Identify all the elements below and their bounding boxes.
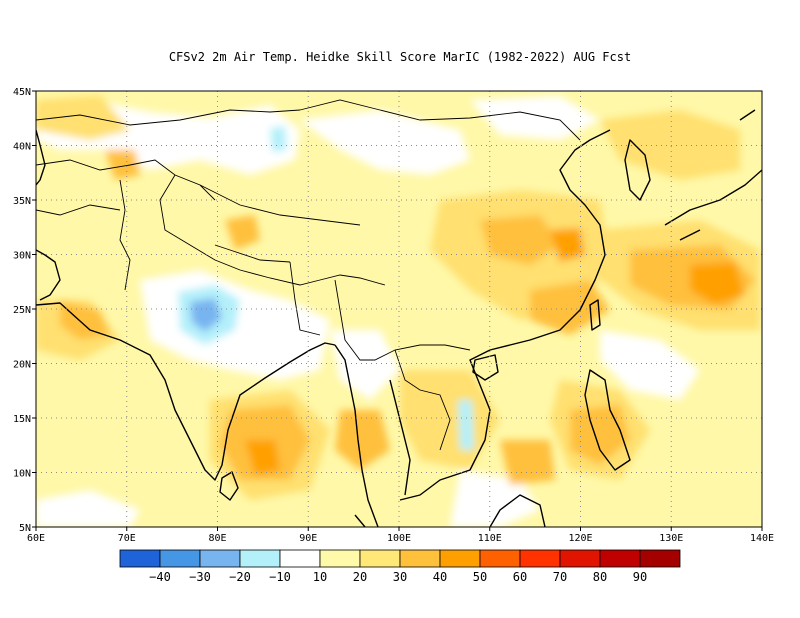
philippines (584, 369, 631, 471)
colorbar-label: 80 (593, 570, 607, 584)
colorbar-swatch (519, 549, 561, 568)
lon-tick-label: 100E (387, 533, 411, 544)
yellow-patch-japan (600, 110, 740, 180)
borneo (489, 494, 546, 527)
indochina-coast (399, 349, 491, 501)
colorbar-swatch (119, 549, 161, 568)
burma-coast (334, 344, 379, 527)
lat-tick-label: 10N (13, 469, 31, 480)
colorbar-swatch (479, 549, 521, 568)
white-patch-mongolia (470, 96, 600, 140)
deep-orange-patch-china (550, 228, 585, 262)
lat-tick-label: 20N (13, 360, 31, 371)
taiwan (589, 299, 601, 331)
colorbar-label: −40 (149, 570, 171, 584)
colorbar-swatch (199, 549, 241, 568)
orange-patch-sulawesi (500, 440, 555, 485)
colorbar-label: 90 (633, 570, 647, 584)
colorbar-swatch (439, 549, 481, 568)
coastlines (36, 109, 762, 527)
colorbar-swatch (159, 549, 201, 568)
orange-patch-nepal (225, 215, 260, 250)
orange-patch-afghan (105, 150, 140, 180)
latitude-ticks: 5N 10N 15N 20N 25N 30N 35N 40N 45N (13, 87, 36, 534)
india-coastline (36, 302, 336, 481)
colorbar: −40 −30 −20 −10 10 20 30 40 50 60 70 80 90 (119, 549, 681, 584)
colorbar-swatch (319, 549, 361, 568)
colorbar-label: 10 (313, 570, 327, 584)
blue-patch-india (190, 298, 222, 332)
colorbar-label: 40 (433, 570, 447, 584)
colorbar-swatch (239, 549, 281, 568)
lon-tick-label: 130E (659, 533, 683, 544)
colorbar-label: 50 (473, 570, 487, 584)
gulf-of-thailand (389, 379, 411, 496)
map-title: CFSv2 2m Air Temp. Heidke Skill Score Ma… (168, 50, 632, 64)
lon-tick-label: 80E (208, 533, 226, 544)
arabia-coast (36, 249, 61, 301)
lat-tick-label: 35N (13, 196, 31, 207)
lat-tick-label: 45N (13, 87, 31, 98)
orange-patch-malay (335, 410, 390, 470)
colorbar-label: −20 (229, 570, 251, 584)
colorbar-swatch (399, 549, 441, 568)
deep-orange-patch-pacific (690, 262, 745, 305)
lon-tick-label: 70E (118, 533, 136, 544)
colorbar-swatch (599, 549, 641, 568)
colorbar-label: 70 (553, 570, 567, 584)
cyan-patch-mekong (458, 400, 474, 450)
japan (664, 109, 762, 241)
orange-patch-sichuan (480, 215, 560, 265)
korea (624, 139, 651, 201)
yellow-patch-kazakh (36, 95, 130, 140)
cyan-patch-tibet (270, 126, 287, 152)
lat-tick-label: 40N (13, 142, 31, 153)
colorbar-label: 60 (513, 570, 527, 584)
longitude-ticks: 60E 70E 80E 90E 100E 110E 120E 130E 140E (27, 527, 774, 544)
colorbar-label: 20 (353, 570, 367, 584)
white-patch-ocean-south (36, 490, 140, 527)
white-patch-borneo (450, 470, 540, 527)
orange-patch-arabian-sea (60, 300, 110, 340)
south-china-coast (489, 129, 611, 351)
lon-tick-label: 140E (750, 533, 774, 544)
white-patch-pacific (600, 330, 700, 400)
colorbar-swatch (639, 549, 681, 568)
colorbar-label: 30 (393, 570, 407, 584)
deep-orange-patch-bengal (245, 440, 280, 475)
hainan (472, 354, 499, 381)
country-borders (36, 99, 581, 451)
sri-lanka (219, 471, 239, 501)
lat-tick-label: 15N (13, 414, 31, 425)
caspian (36, 129, 46, 186)
white-patch-indochina (330, 330, 400, 400)
lat-tick-label: 25N (13, 305, 31, 316)
colorbar-label: −30 (189, 570, 211, 584)
colorbar-swatch (279, 549, 321, 568)
lat-tick-label: 30N (13, 251, 31, 262)
white-patch-tibet (300, 110, 470, 175)
colorbar-label: −10 (269, 570, 291, 584)
orange-patch-south-china (530, 280, 610, 335)
sumatra (354, 514, 366, 527)
graticule (36, 91, 762, 527)
lon-tick-label: 90E (299, 533, 317, 544)
colorbar-swatch (359, 549, 401, 568)
colorbar-swatch (559, 549, 601, 568)
lon-tick-label: 120E (568, 533, 592, 544)
lon-tick-label: 110E (478, 533, 502, 544)
lat-tick-label: 5N (19, 523, 31, 534)
lon-tick-label: 60E (27, 533, 45, 544)
